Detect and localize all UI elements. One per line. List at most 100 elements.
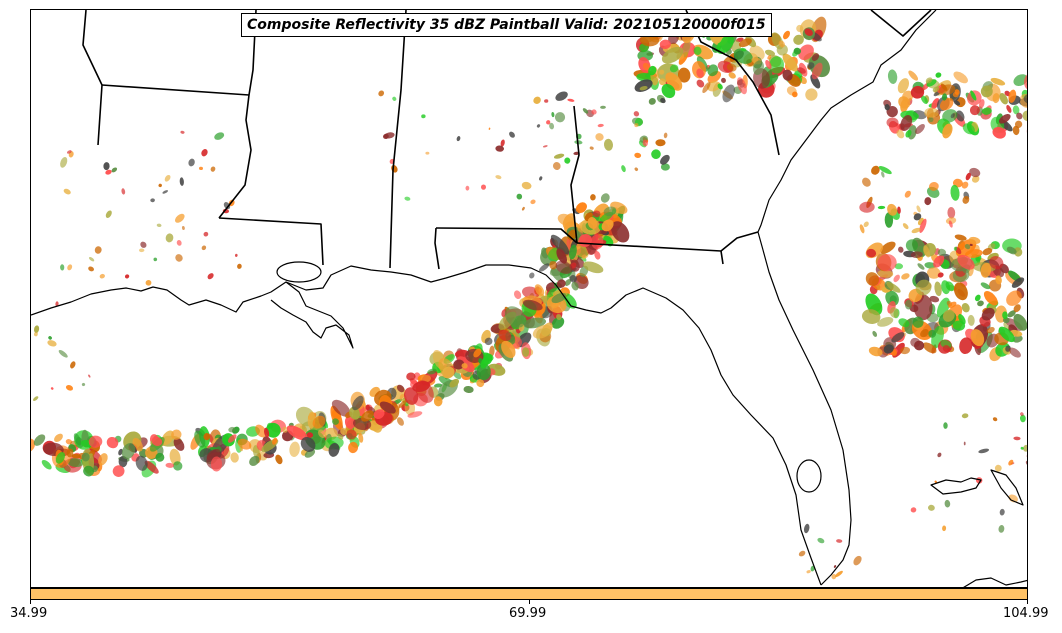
storm-cell bbox=[88, 256, 95, 262]
storm-cell bbox=[859, 224, 865, 234]
storm-cell bbox=[970, 90, 977, 101]
storm-cell bbox=[908, 70, 919, 81]
storm-cell bbox=[863, 221, 869, 228]
storm-cell bbox=[981, 107, 992, 115]
storm-cell bbox=[180, 130, 185, 134]
storm-cell bbox=[990, 77, 1006, 86]
colorbar-tick-label-max: 104.99 bbox=[1003, 606, 1049, 621]
storm-cell bbox=[948, 301, 957, 308]
storm-cell bbox=[937, 248, 946, 257]
storm-cell bbox=[986, 327, 995, 334]
storm-cell bbox=[600, 193, 610, 203]
storm-cell bbox=[928, 116, 934, 123]
storm-cell bbox=[544, 99, 549, 103]
storm-cell bbox=[924, 197, 932, 206]
storm-cell bbox=[255, 424, 267, 438]
storm-cell bbox=[835, 570, 843, 578]
storm-cell bbox=[900, 346, 911, 355]
storm-cell bbox=[932, 86, 940, 93]
storm-cell bbox=[961, 181, 969, 189]
storm-cell bbox=[391, 164, 398, 173]
storm-cell bbox=[546, 120, 551, 125]
colorbar bbox=[30, 588, 1028, 600]
storm-cell bbox=[776, 44, 788, 56]
storm-cell bbox=[1006, 246, 1017, 255]
storm-cell bbox=[58, 349, 68, 358]
storm-cell bbox=[889, 307, 899, 318]
gulf-coastline-florida bbox=[508, 264, 822, 586]
storm-cell bbox=[937, 272, 944, 278]
storm-cell bbox=[67, 150, 72, 154]
storm-cell bbox=[927, 267, 941, 279]
storm-cell bbox=[207, 273, 214, 280]
storm-cell bbox=[81, 382, 86, 387]
storm-cell bbox=[179, 177, 184, 186]
storm-cell bbox=[992, 417, 998, 422]
storm-cell bbox=[634, 123, 639, 128]
storm-cell bbox=[933, 254, 945, 268]
state-boundary bbox=[570, 105, 580, 244]
storm-cell bbox=[728, 72, 736, 79]
storm-cell bbox=[461, 363, 468, 369]
storm-cell bbox=[1016, 112, 1023, 120]
storm-cell bbox=[542, 145, 548, 148]
colorbar-tick-mark bbox=[529, 600, 530, 604]
storm-cell bbox=[922, 342, 937, 354]
storm-cell bbox=[1006, 290, 1022, 306]
storm-cell bbox=[373, 409, 385, 419]
storm-cell bbox=[106, 436, 119, 449]
storm-cell bbox=[504, 306, 526, 328]
storm-cell bbox=[425, 151, 430, 155]
storm-cell bbox=[915, 279, 932, 296]
storm-cell bbox=[331, 399, 351, 417]
storm-cell bbox=[406, 372, 416, 381]
storm-cell bbox=[1003, 322, 1010, 331]
storm-cell bbox=[539, 263, 550, 272]
storm-cell bbox=[555, 91, 568, 101]
storm-cell bbox=[891, 332, 905, 343]
storm-cell bbox=[210, 166, 216, 172]
storm-cell bbox=[140, 241, 147, 248]
storm-cell bbox=[1007, 310, 1016, 318]
storm-cell bbox=[564, 157, 571, 164]
storm-cell bbox=[88, 435, 103, 448]
storm-cell bbox=[765, 60, 772, 70]
storm-cell bbox=[591, 109, 597, 115]
storm-cell bbox=[740, 47, 747, 52]
storm-cell bbox=[330, 405, 343, 430]
storm-cell bbox=[953, 100, 961, 106]
storm-cell bbox=[306, 432, 314, 438]
storm-cell bbox=[884, 212, 894, 228]
storm-cell bbox=[407, 411, 423, 418]
storm-cell bbox=[887, 203, 898, 216]
paintball-storm-cells bbox=[31, 16, 1027, 580]
storm-cell bbox=[161, 430, 174, 446]
storm-cell bbox=[693, 46, 702, 55]
storm-cell bbox=[941, 93, 948, 101]
storm-cell bbox=[651, 149, 661, 160]
state-boundary bbox=[218, 10, 257, 219]
storm-cell bbox=[500, 139, 505, 147]
storm-cell bbox=[383, 132, 395, 139]
storm-cell bbox=[135, 455, 148, 471]
storm-cell bbox=[421, 114, 426, 119]
storm-cell bbox=[378, 90, 385, 97]
storm-cell bbox=[621, 165, 626, 173]
storm-cell bbox=[979, 99, 985, 109]
storm-cell bbox=[969, 105, 980, 116]
storm-cell bbox=[945, 217, 957, 225]
storm-cell bbox=[886, 282, 901, 293]
storm-cell bbox=[948, 220, 953, 228]
storm-cell bbox=[536, 124, 541, 128]
storm-cell bbox=[71, 453, 81, 459]
storm-cell bbox=[954, 234, 967, 241]
storm-cell bbox=[803, 523, 810, 534]
storm-cell bbox=[603, 206, 617, 217]
storm-cell bbox=[886, 117, 899, 128]
storm-cell bbox=[945, 281, 955, 292]
storm-cell bbox=[282, 426, 288, 433]
storm-cell bbox=[992, 126, 1006, 139]
storm-cell bbox=[806, 570, 811, 574]
storm-cell bbox=[944, 499, 951, 508]
state-boundary bbox=[82, 10, 103, 146]
